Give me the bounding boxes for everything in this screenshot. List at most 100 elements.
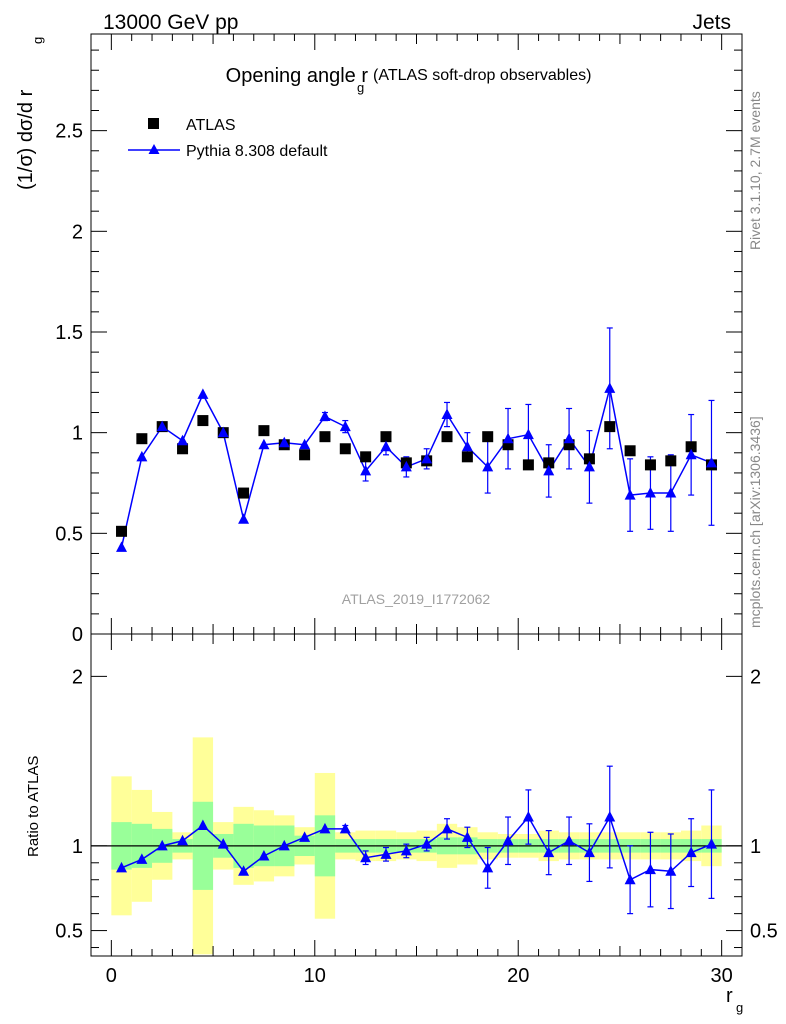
pythia-data-point	[604, 382, 616, 393]
ratio-x-tick-label: 30	[711, 965, 733, 987]
ratio-data-point	[217, 838, 229, 849]
legend-atlas-label: ATLAS	[186, 117, 236, 134]
ratio-data-point	[116, 861, 128, 873]
atlas-data-point	[543, 457, 555, 469]
ratio-data-point	[644, 863, 656, 875]
pythia-data-point	[543, 464, 555, 476]
ratio-data-point	[685, 846, 697, 858]
atlas-data-point	[319, 431, 331, 443]
atlas-data-point	[522, 459, 534, 471]
pythia-data-point	[502, 432, 514, 444]
pythia-data-point	[339, 420, 351, 432]
pythia-data-point	[421, 452, 433, 464]
main-y-tick-label: 2	[72, 221, 83, 243]
atlas-data-point	[583, 453, 595, 465]
ratio-data-point	[502, 834, 514, 846]
pythia-data-point	[665, 487, 677, 498]
pythia-data-point	[360, 464, 372, 476]
plot-title-suffix: (ATLAS soft-drop observables)	[373, 67, 591, 84]
main-y-axis-subscript: g	[30, 37, 45, 44]
ratio-data-point	[156, 839, 168, 851]
pythia-data-point	[238, 513, 250, 524]
pythia-data-point	[461, 440, 473, 452]
ratio-data-point	[400, 844, 412, 856]
atlas-data-point	[258, 425, 270, 437]
atlas-data-point	[136, 433, 148, 445]
process-label: Jets	[692, 11, 731, 34]
ratio-data-point	[441, 822, 453, 834]
ratio-data-point	[278, 839, 290, 851]
plot-title: Opening angle r	[226, 65, 369, 87]
pythia-data-point	[197, 388, 209, 399]
ratio-panel-frame	[90, 633, 743, 957]
pythia-data-point	[482, 460, 494, 472]
main-y-tick-label: 0	[72, 624, 83, 646]
atlas-data-point	[380, 431, 392, 443]
ratio-data-point	[319, 822, 331, 834]
pythia-data-point	[156, 420, 168, 432]
ratio-y-tick-label-right: 1	[750, 836, 761, 858]
ratio-x-tick-label: 20	[507, 965, 529, 987]
ratio-data-point	[583, 846, 595, 858]
pythia-data-point	[400, 460, 412, 472]
main-y-tick-label: 1	[72, 423, 83, 445]
main-y-tick-label: 0.5	[55, 523, 83, 545]
main-y-tick-label: 1.5	[55, 322, 83, 344]
ratio-data-point	[380, 848, 392, 859]
ratio-data-point	[339, 822, 351, 834]
pythia-data-point	[278, 436, 290, 448]
ratio-data-point	[624, 873, 636, 885]
ratio-y-tick-label-right: 2	[750, 666, 761, 688]
rivet-label-group: Rivet 3.1.10, 2.7M events	[747, 91, 763, 250]
main-y-axis-title: (1/σ) dσ/d r	[15, 89, 37, 190]
pythia-data-point	[705, 456, 717, 468]
ratio-y-tick-label: 2	[72, 666, 83, 688]
pythia-data-point	[380, 440, 392, 452]
rivet-version-label: Rivet 3.1.10, 2.7M events	[747, 91, 763, 250]
atlas-data-point	[116, 525, 128, 537]
pythia-series-line	[120, 388, 712, 548]
ratio-data-point	[299, 831, 311, 842]
ratio-y-tick-label: 1	[72, 836, 83, 858]
ratio-data-point	[482, 861, 494, 873]
atlas-data-point	[604, 421, 616, 433]
pythia-data-point	[685, 448, 697, 460]
ratio-data-point	[461, 831, 473, 842]
ratio-data-point	[238, 865, 250, 876]
atlas-data-point	[502, 439, 514, 451]
ratio-data-point	[177, 834, 189, 846]
pythia-data-point	[624, 489, 636, 500]
x-axis-label-subscript: g	[736, 1000, 743, 1015]
ratio-series-group	[116, 765, 717, 915]
main-y-axis-label: (1/σ) dσ/d r	[15, 89, 37, 190]
x-axis-label: r	[726, 985, 733, 1007]
ratio-data-point	[421, 838, 433, 849]
pythia-data-point	[441, 408, 453, 420]
pythia-data-point	[583, 460, 595, 472]
ratio-data-point	[197, 819, 209, 831]
atlas-data-point	[563, 439, 575, 451]
mcplots-label: mcplots.cern.ch [arXiv:1306.3436]	[747, 416, 763, 628]
atlas-data-point	[339, 443, 351, 455]
ratio-y-tick-label: 0.5	[55, 921, 83, 943]
pythia-data-point	[319, 410, 331, 422]
atlas-data-point	[299, 449, 311, 461]
ratio-y-tick-label-right: 0.5	[750, 921, 778, 943]
pythia-data-point	[644, 487, 656, 498]
pythia-data-point	[563, 432, 575, 444]
atlas-data-point	[441, 431, 453, 443]
ratio-series-line	[121, 815, 712, 881]
legend-atlas-marker	[148, 118, 159, 129]
pythia-data-point	[177, 434, 189, 446]
analysis-id-label: ATLAS_2019_I1772062	[342, 591, 491, 607]
atlas-data-point	[685, 441, 697, 453]
ratio-data-point	[258, 850, 270, 861]
atlas-data-point	[177, 443, 189, 455]
pythia-data-point	[116, 541, 128, 552]
ratio-x-tick-label: 0	[106, 965, 117, 987]
ratio-bands-group	[91, 737, 742, 955]
atlas-data-point	[238, 487, 250, 499]
ratio-data-point	[665, 865, 677, 876]
atlas-data-point	[360, 451, 372, 463]
